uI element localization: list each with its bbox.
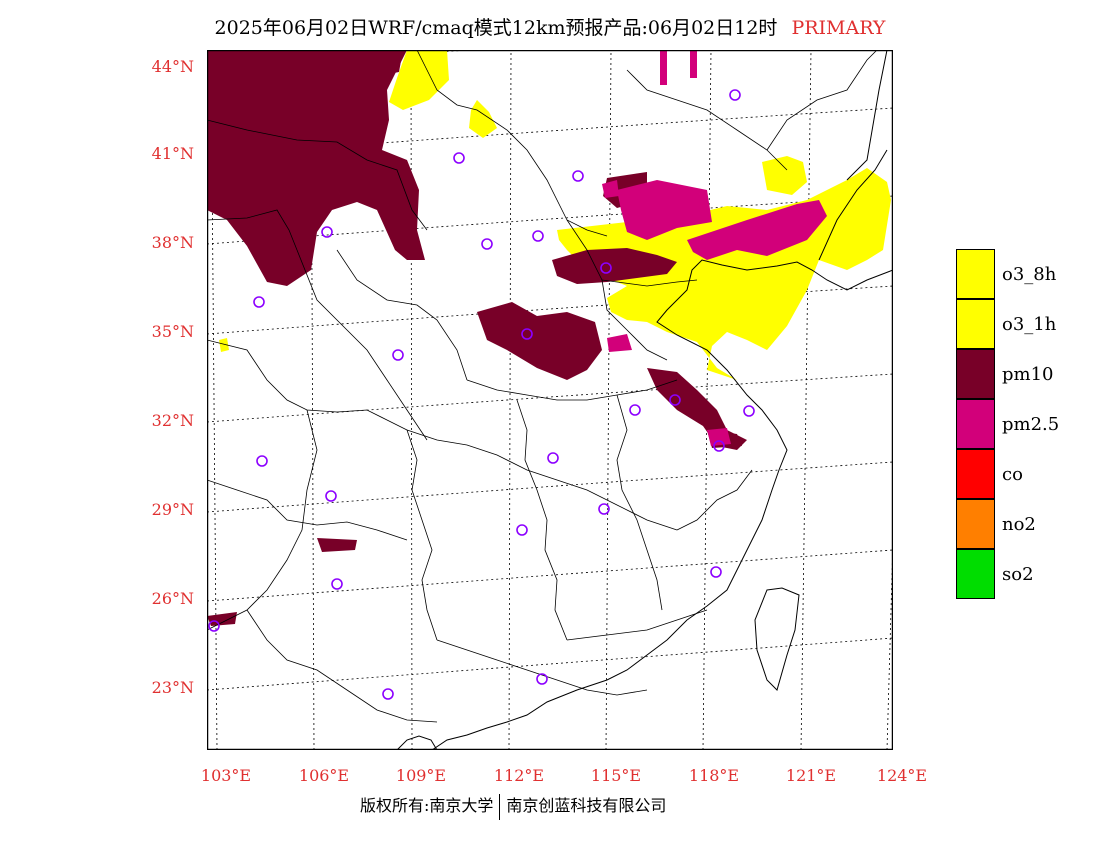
station-marker [516,524,528,536]
legend-label-o3-1h: o3_1h [1002,314,1057,335]
legend-label-pm10: pm10 [1002,364,1054,385]
legend-swatch-no2 [956,499,995,549]
lon-label-118e: 118°E [688,766,740,785]
lat-label-26n: 26°N [151,589,194,608]
station-marker [521,328,533,340]
station-marker [710,566,722,578]
copyright-footer: 版权所有:南京大学 南京创蓝科技有限公司 [360,792,666,820]
station-marker [743,405,755,417]
station-marker [392,349,404,361]
station-marker [331,578,343,590]
lon-label-109e: 109°E [395,766,447,785]
legend-label-co: co [1002,464,1023,485]
map-title: 2025年06月02日WRF/cmaq模式12km预报产品:06月02日12时 P… [0,13,1100,40]
title-text: 2025年06月02日WRF/cmaq模式12km预报产品:06月02日12时 [214,17,778,39]
legend-swatch-pm25 [956,399,995,449]
lon-label-124e: 124°E [876,766,928,785]
station-marker [572,170,584,182]
legend-swatch-pm10 [956,349,995,399]
lat-label-32n: 32°N [151,411,194,430]
station-marker [481,238,493,250]
lat-label-38n: 38°N [151,233,194,252]
lat-label-35n: 35°N [151,322,194,341]
station-marker [669,394,681,406]
lat-label-41n: 41°N [151,144,194,163]
legend-label-no2: no2 [1002,514,1036,535]
legend-label-pm25: pm2.5 [1002,414,1060,435]
province-boundaries [207,50,878,723]
station-marker [532,230,544,242]
legend-swatch-so2 [956,549,995,599]
coastline [396,50,893,750]
station-marker [453,152,465,164]
station-marker [629,404,641,416]
legend-swatch-co [956,449,995,499]
lat-label-44n: 44°N [151,57,194,76]
forecast-map [207,50,893,750]
copyright-text: 版权所有:南京大学 [360,796,494,815]
primary-tag: PRIMARY [791,17,886,39]
legend-label-o3-8h: o3_8h [1002,264,1057,285]
station-marker [382,688,394,700]
legend-label-so2: so2 [1002,564,1034,585]
lon-label-112e: 112°E [493,766,545,785]
station-marker [713,440,725,452]
station-marker [325,490,337,502]
station-marker [600,262,612,274]
station-marker [547,452,559,464]
station-marker [536,673,548,685]
lon-label-115e: 115°E [590,766,642,785]
map-frame [207,50,893,750]
lat-label-23n: 23°N [151,678,194,697]
lat-label-29n: 29°N [151,500,194,519]
company-text: 南京创蓝科技有限公司 [506,796,667,815]
legend-swatch-o3-8h [956,249,995,299]
legend-swatch-o3-1h [956,299,995,349]
lon-label-103e: 103°E [200,766,252,785]
lon-label-121e: 121°E [785,766,837,785]
station-markers [208,89,755,700]
station-marker [208,620,220,632]
station-marker [253,296,265,308]
station-marker [598,503,610,515]
station-marker [729,89,741,101]
footer-divider [499,793,501,820]
lon-label-106e: 106°E [298,766,350,785]
station-marker [256,455,268,467]
pm25-area [602,50,827,446]
station-marker [321,226,333,238]
